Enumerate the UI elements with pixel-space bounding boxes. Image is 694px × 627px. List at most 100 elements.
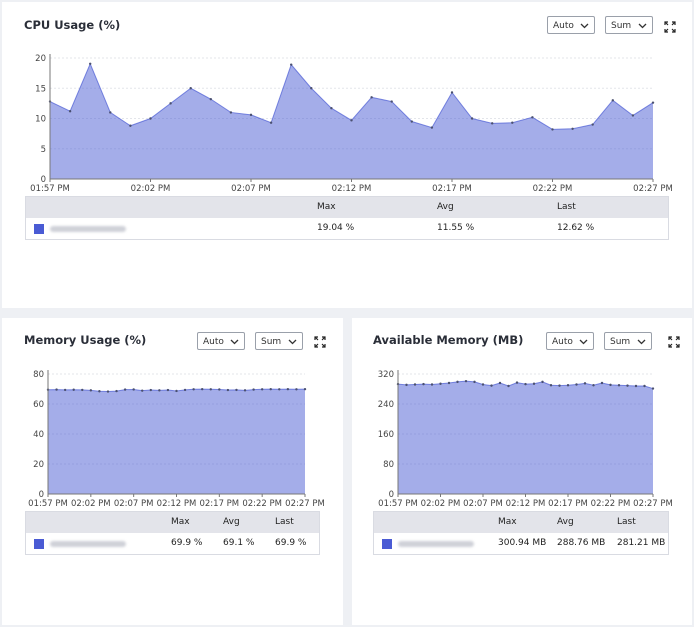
x-tick-label: 02:02 PM [131, 184, 171, 192]
dropdown[interactable]: Sum [605, 16, 653, 34]
chevron-path [288, 339, 297, 345]
table-cell: 69.9 % [171, 538, 203, 548]
x-tick-label: 02:07 PM [114, 499, 154, 508]
y-tick-label: 5 [41, 145, 46, 155]
point [413, 383, 417, 386]
table-cell: 12.62 % [557, 223, 595, 233]
dropdown[interactable]: Sum [604, 332, 652, 350]
blurred-series-name [50, 541, 126, 547]
y-tick-label: 160 [378, 430, 394, 440]
memory-panel: Memory Usage (%) Auto Sum 0 20 40 60 80 01:57 PM… [2, 318, 343, 625]
table-cell: 11.55 % [437, 223, 475, 233]
point [109, 111, 112, 114]
column-header: Max [171, 517, 190, 527]
expand-icon[interactable] [668, 336, 680, 348]
point [470, 117, 474, 120]
y-tick-label: 80 [33, 370, 44, 380]
point [609, 383, 612, 387]
dropdown[interactable]: Sum [255, 332, 303, 350]
dropdown-value: Sum [611, 21, 632, 31]
point [498, 381, 502, 385]
point [169, 102, 172, 105]
x-tick-label: 02:12 PM [332, 184, 372, 192]
y-tick-label: 240 [378, 400, 394, 410]
x-tick-label: 02:22 PM [591, 499, 631, 508]
point [515, 381, 519, 384]
point [532, 382, 536, 385]
table-cell: 69.1 % [223, 538, 255, 548]
point [617, 384, 621, 387]
legend-table: Max 300.94 MB Avg 288.76 MB Last 281.21 MB [373, 511, 669, 555]
point [350, 119, 353, 122]
table-header [26, 512, 319, 533]
expand-icon[interactable] [664, 21, 676, 33]
dropdown[interactable]: Auto [197, 332, 245, 350]
y-tick-label: 80 [383, 460, 394, 470]
column-header: Max [317, 202, 336, 212]
point [405, 383, 408, 387]
point [189, 87, 192, 90]
point [260, 388, 264, 391]
point [631, 114, 635, 117]
point [115, 389, 118, 393]
point [551, 128, 554, 131]
point [464, 379, 468, 383]
point [447, 381, 451, 385]
point [575, 383, 578, 386]
x-tick-label: 01:57 PM [378, 499, 418, 508]
point [592, 384, 595, 387]
dropdown[interactable]: Auto [547, 16, 595, 34]
x-tick-label: 02:02 PM [421, 499, 461, 508]
legend-table: Max 69.9 % Avg 69.1 % Last 69.9 % [25, 511, 320, 555]
y-tick-label: 0 [39, 490, 44, 500]
y-tick-label: 20 [35, 54, 46, 64]
point [558, 384, 561, 387]
point [55, 388, 58, 391]
point [422, 382, 425, 386]
point [507, 384, 510, 388]
expand-icon-path [668, 336, 680, 348]
legend-swatch [34, 224, 44, 234]
point [643, 384, 646, 388]
chevron-path [580, 23, 589, 29]
column-header: Max [498, 517, 517, 527]
point [141, 389, 144, 392]
column-header: Avg [437, 202, 454, 212]
point [511, 121, 514, 124]
point [286, 387, 290, 391]
point [566, 384, 570, 387]
point [218, 388, 221, 391]
cpu-panel: CPU Usage (%) Auto Sum 0 5 10 15 20 01:57 PM 02:0… [2, 2, 692, 308]
point [183, 388, 187, 392]
point [235, 388, 238, 392]
chevron-path [637, 339, 646, 345]
legend-table: Max 19.04 % Avg 11.55 % Last 12.62 % [25, 196, 669, 240]
point [591, 123, 594, 126]
panel-title: Available Memory (MB) [373, 333, 524, 347]
chart: 0 5 10 15 20 01:57 PM 02:02 PM 02:07 PM 02:12 PM… [30, 54, 673, 192]
area [398, 381, 653, 494]
dropdown-value: Auto [553, 21, 574, 31]
chevron [230, 339, 239, 345]
chart: 0 20 40 60 80 01:57 PM 02:02 PM 02:07 PM 02:12 P… [28, 370, 325, 508]
point [481, 383, 485, 386]
point [651, 387, 655, 390]
point [68, 110, 72, 113]
panel-title: CPU Usage (%) [24, 18, 121, 32]
point [490, 384, 493, 387]
point [63, 388, 67, 392]
point [132, 388, 135, 391]
column-header: Avg [223, 517, 240, 527]
expand-icon[interactable] [314, 336, 326, 348]
x-tick-label: 02:02 PM [71, 499, 111, 508]
dropdown[interactable]: Auto [546, 332, 594, 350]
x-tick-label: 02:12 PM [506, 499, 546, 508]
point [278, 388, 281, 391]
point [310, 87, 313, 90]
x-tick-label: 02:17 PM [432, 184, 472, 192]
point [106, 390, 110, 393]
legend-swatch [382, 539, 392, 549]
dropdown-value: Auto [552, 337, 573, 347]
y-tick-label: 320 [378, 370, 394, 380]
table-cell: 288.76 MB [557, 538, 606, 548]
